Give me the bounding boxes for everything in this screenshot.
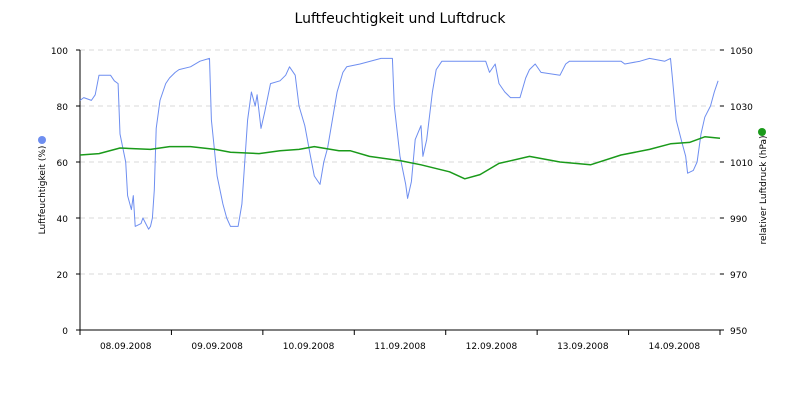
left-tick-label: 20 [57, 271, 69, 281]
right-tick-label: 1050 [730, 47, 753, 57]
series-group [79, 57, 721, 230]
x-tick-label: 14.09.2008 [649, 342, 701, 352]
left-axis-label: Luftfeuchtigkeit (%) [38, 146, 48, 235]
grid [80, 49, 720, 275]
chart-title: Luftfeuchtigkeit und Luftdruck [295, 11, 507, 27]
left-tick-label: 0 [62, 327, 68, 337]
right-legend-dot [758, 128, 766, 136]
right-tick-label: 990 [730, 215, 747, 225]
pressure-line [79, 136, 721, 180]
x-tick-label: 09.09.2008 [191, 342, 243, 352]
left-tick-label: 80 [57, 103, 69, 113]
right-axis-label: relativer Luftdruck (hPa) [759, 135, 769, 244]
x-tick-label: 08.09.2008 [100, 342, 152, 352]
left-tick-label: 60 [57, 159, 69, 169]
right-tick-label: 1030 [730, 103, 753, 113]
x-tick-label: 13.09.2008 [557, 342, 609, 352]
left-tick-label: 100 [51, 47, 68, 57]
x-tick-label: 10.09.2008 [283, 342, 335, 352]
left-legend-dot [38, 136, 46, 144]
right-tick-label: 1010 [730, 159, 753, 169]
left-tick-label: 40 [57, 215, 69, 225]
right-tick-label: 950 [730, 327, 747, 337]
humidity-line [79, 57, 719, 230]
x-tick-label: 12.09.2008 [466, 342, 518, 352]
right-tick-label: 970 [730, 271, 747, 281]
axes: 0 20 40 60 80 100 950 970 990 1010 1030 1050 08.09.2… [51, 47, 753, 352]
x-tick-label: 11.09.2008 [374, 342, 426, 352]
